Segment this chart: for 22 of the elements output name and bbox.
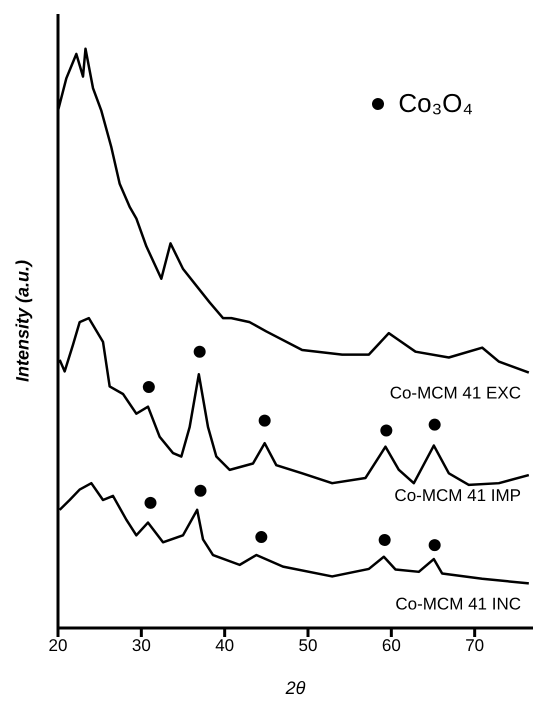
point xyxy=(194,346,206,358)
point xyxy=(380,424,392,436)
point xyxy=(194,484,206,497)
point xyxy=(142,381,155,394)
series-label: Co-MCM 41 IMP xyxy=(394,486,521,506)
x-tick-label: 30 xyxy=(132,636,151,656)
x-tick-label: 40 xyxy=(215,636,234,656)
y-axis-title: Intensity (a.u.) xyxy=(12,260,32,382)
x-tick-label: 60 xyxy=(382,636,401,656)
point xyxy=(255,531,268,544)
x-axis-title: 2θ xyxy=(284,678,306,698)
point xyxy=(428,539,441,552)
point xyxy=(258,414,271,427)
point xyxy=(378,534,391,546)
x-tick-label: 70 xyxy=(465,636,484,656)
point xyxy=(144,496,156,509)
point xyxy=(428,418,441,431)
series-label: Co-MCM 41 EXC xyxy=(390,384,521,403)
series-label: Co-MCM 41 INC xyxy=(395,594,521,614)
legend-label: Co₃O₄ xyxy=(398,88,473,119)
x-tick-label: 20 xyxy=(48,636,68,656)
x-tick-label: 50 xyxy=(298,636,318,656)
